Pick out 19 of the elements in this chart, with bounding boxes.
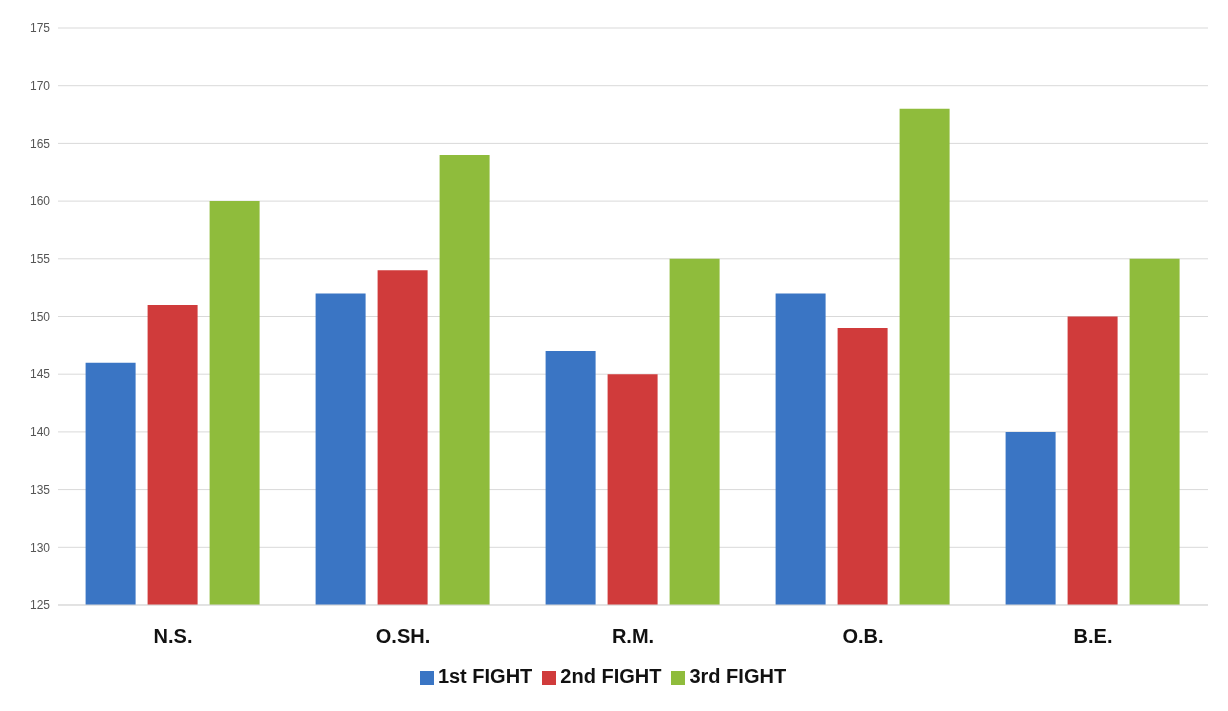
- y-tick-label: 135: [29, 482, 51, 497]
- y-tick-label: 150: [29, 309, 51, 324]
- y-tick-label: 175: [29, 21, 51, 36]
- y-tick-label: 155: [29, 252, 51, 267]
- legend-label: 2nd FIGHT: [560, 665, 662, 687]
- y-tick-label: 130: [29, 540, 51, 555]
- x-tick-label: R.M.: [611, 625, 655, 648]
- y-tick-label: 140: [29, 425, 51, 440]
- legend-label: 1st FIGHT: [437, 665, 533, 687]
- x-tick-label: N.S.: [153, 625, 193, 648]
- y-tick-label: 170: [29, 78, 51, 93]
- x-tick-label: B.E.: [1073, 625, 1113, 648]
- x-tick-label: O.SH.: [375, 625, 431, 648]
- y-tick-label: 160: [29, 194, 51, 209]
- x-tick-label: O.B.: [842, 625, 884, 648]
- y-tick-label: 145: [29, 367, 51, 382]
- legend-label: 3rd FIGHT: [689, 665, 787, 687]
- y-tick-label: 125: [29, 598, 51, 613]
- y-tick-label: 165: [29, 136, 51, 151]
